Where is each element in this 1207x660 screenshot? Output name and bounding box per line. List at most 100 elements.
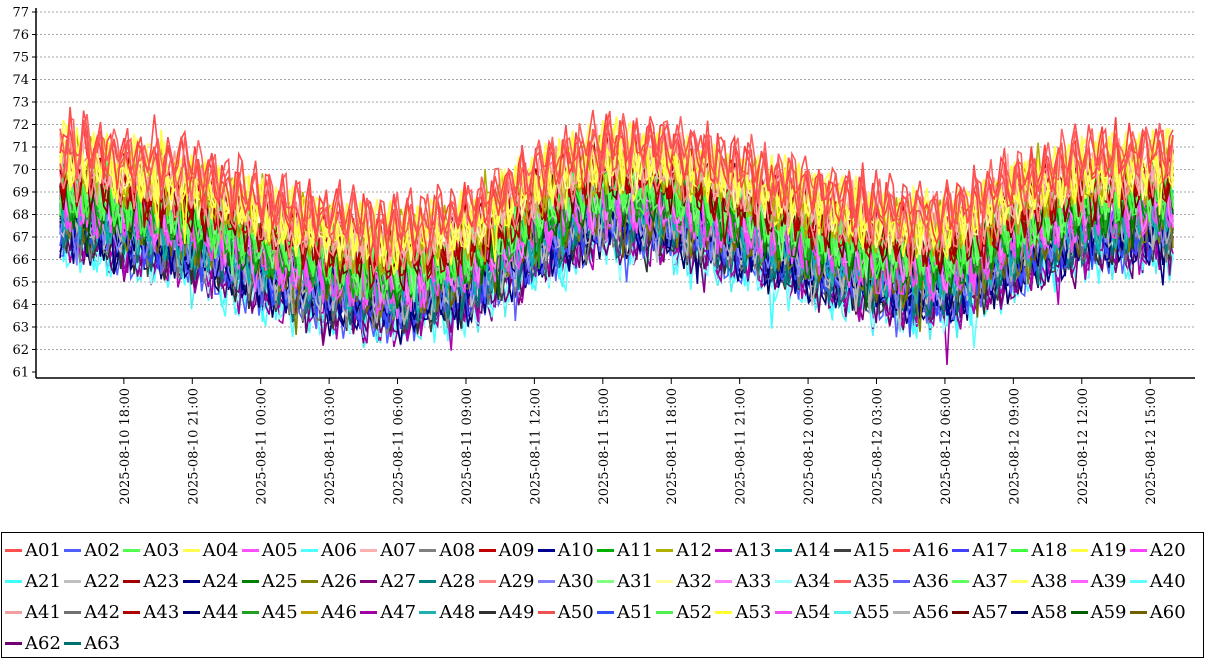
- legend-swatch: [537, 548, 555, 552]
- legend-label: A51: [617, 601, 653, 623]
- legend-swatch: [1011, 579, 1029, 583]
- x-axis-ticks: 2025-08-10 18:00 2025-08-10 21:00 2025-08-…: [118, 378, 1159, 505]
- legend-swatch: [1011, 548, 1029, 552]
- legend-label: A15: [853, 539, 890, 561]
- legend-label: A34: [794, 570, 831, 592]
- legend-swatch: [241, 548, 259, 552]
- legend-swatch: [774, 548, 792, 552]
- y-tick-label: 67: [12, 231, 29, 246]
- legend-label: A49: [498, 601, 535, 623]
- legend-item-a33: A33: [715, 568, 771, 594]
- legend-item-a39: A39: [1070, 568, 1127, 594]
- legend-label: A45: [261, 601, 298, 623]
- x-tick-label: 2025-08-12 09:00: [1007, 388, 1022, 505]
- line-chart: 61 62 63 64 65 66 67 68 69 70 71 72 73 74 75 76 77 2025-…: [12, 6, 1195, 505]
- legend-label: A52: [676, 601, 713, 623]
- legend-swatch: [182, 610, 200, 614]
- legend-swatch: [1011, 610, 1029, 614]
- legend-label: A22: [84, 570, 121, 592]
- legend-label: A40: [1149, 570, 1186, 592]
- legend-label: A04: [202, 539, 239, 561]
- legend-swatch: [537, 610, 555, 614]
- legend-label: A39: [1090, 570, 1127, 592]
- legend-label: A62: [25, 632, 61, 654]
- x-tick-label: 2025-08-10 18:00: [118, 388, 133, 505]
- legend-swatch: [478, 579, 496, 583]
- y-tick-label: 69: [12, 186, 29, 201]
- legend-item-a29: A29: [478, 568, 535, 594]
- x-tick-label: 2025-08-11 09:00: [460, 388, 475, 505]
- legend-item-a09: A09: [478, 537, 535, 563]
- legend-item-a54: A54: [774, 599, 831, 625]
- legend-label: A29: [498, 570, 535, 592]
- legend-item-a11: A11: [597, 537, 653, 563]
- legend-swatch: [419, 579, 437, 583]
- legend-swatch: [597, 610, 614, 614]
- legend-item-a46: A46: [301, 599, 357, 625]
- legend-swatch: [5, 579, 22, 583]
- legend-label: A03: [143, 539, 180, 561]
- legend-swatch: [893, 548, 910, 552]
- legend-swatch: [301, 548, 318, 552]
- legend-label: A10: [557, 539, 594, 561]
- y-tick-label: 71: [12, 141, 29, 156]
- legend-label: A08: [439, 539, 476, 561]
- legend-item-a19: A19: [1070, 537, 1127, 563]
- y-tick-label: 65: [12, 276, 29, 291]
- legend-swatch: [656, 610, 674, 614]
- legend-label: A11: [617, 539, 653, 561]
- y-axis-ticks: 61 62 63 64 65 66 67 68 69 70 71 72 73 74 75 76 77: [12, 6, 36, 381]
- legend-label: A23: [143, 570, 180, 592]
- legend-item-a58: A58: [1011, 599, 1067, 625]
- legend-swatch: [419, 610, 437, 614]
- legend-label: A37: [972, 570, 1009, 592]
- y-tick-label: 77: [12, 6, 29, 21]
- legend-label: A48: [439, 601, 476, 623]
- legend-label: A55: [853, 601, 890, 623]
- legend-item-a41: A41: [5, 599, 61, 625]
- x-tick-label: 2025-08-12 06:00: [939, 388, 954, 505]
- legend-item-a32: A32: [656, 568, 712, 594]
- y-tick-label: 61: [12, 366, 29, 381]
- legend-swatch: [241, 579, 259, 583]
- legend-item-a12: A12: [656, 537, 712, 563]
- x-tick-label: 2025-08-11 15:00: [597, 388, 612, 505]
- legend-label: A09: [498, 539, 535, 561]
- legend-swatch: [537, 579, 555, 583]
- legend-item-a57: A57: [952, 599, 1008, 625]
- legend-label: A56: [913, 601, 949, 623]
- legend-swatch: [1070, 610, 1088, 614]
- legend-item-a26: A26: [301, 568, 357, 594]
- x-tick-label: 2025-08-11 06:00: [392, 388, 407, 505]
- legend-label: A31: [617, 570, 653, 592]
- legend-label: A20: [1149, 539, 1186, 561]
- legend-label: A07: [380, 539, 417, 561]
- x-tick-label: 2025-08-11 12:00: [528, 388, 543, 505]
- legend-item-a21: A21: [5, 568, 61, 594]
- legend-item-a40: A40: [1129, 568, 1186, 594]
- x-tick-label: 2025-08-12 00:00: [802, 388, 817, 505]
- legend-swatch: [64, 641, 82, 645]
- legend-swatch: [301, 610, 318, 614]
- legend-swatch: [5, 641, 22, 645]
- legend-label: A13: [735, 539, 772, 561]
- legend-label: A14: [794, 539, 831, 561]
- legend-label: A41: [25, 601, 61, 623]
- legend-swatch: [360, 579, 378, 583]
- legend-item-a62: A62: [5, 630, 61, 656]
- legend-swatch: [182, 548, 200, 552]
- x-tick-label: 2025-08-11 03:00: [323, 388, 338, 505]
- legend-label: A21: [25, 570, 61, 592]
- y-tick-label: 62: [12, 343, 29, 358]
- legend-item-a50: A50: [537, 599, 594, 625]
- legend-swatch: [123, 579, 141, 583]
- legend-label: A25: [261, 570, 298, 592]
- legend-swatch: [64, 610, 82, 614]
- legend-swatch: [893, 610, 910, 614]
- legend-item-a45: A45: [241, 599, 298, 625]
- y-tick-label: 68: [12, 208, 29, 223]
- legend-item-a04: A04: [182, 537, 239, 563]
- legend-swatch: [1129, 548, 1147, 552]
- y-tick-label: 70: [12, 163, 29, 178]
- legend-label: A12: [676, 539, 713, 561]
